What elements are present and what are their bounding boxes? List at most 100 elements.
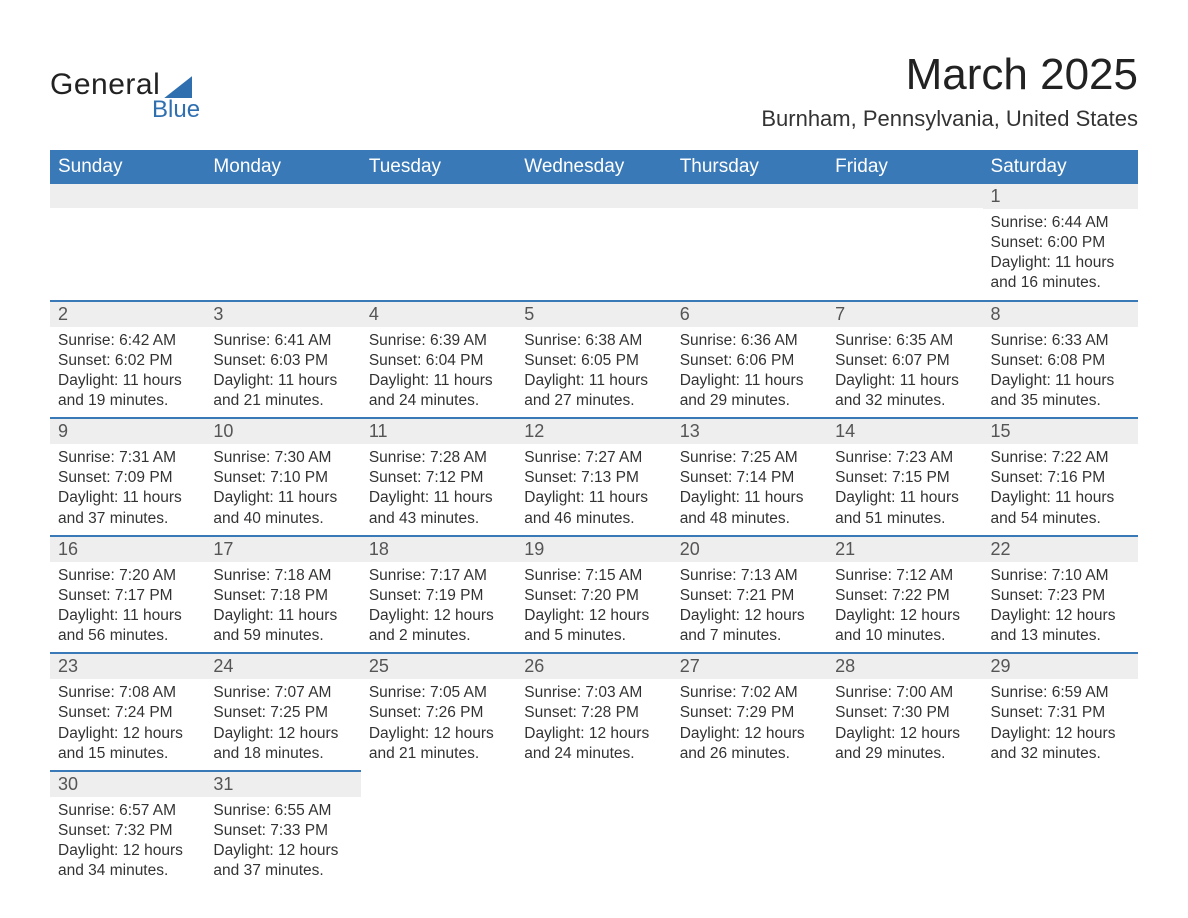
sunrise-text: Sunrise: 7:17 AM xyxy=(369,566,508,586)
day-number: 12 xyxy=(516,417,671,444)
daylight-text: Daylight: 11 hours and 29 minutes. xyxy=(680,371,819,411)
day-cell xyxy=(516,184,671,300)
logo-sail-icon xyxy=(164,76,192,98)
day-cell: 9Sunrise: 7:31 AMSunset: 7:09 PMDaylight… xyxy=(50,417,205,535)
day-cell: 30Sunrise: 6:57 AMSunset: 7:32 PMDayligh… xyxy=(50,770,205,888)
sunset-text: Sunset: 7:15 PM xyxy=(835,468,974,488)
day-cell: .... xyxy=(516,770,671,888)
day-cell: 2Sunrise: 6:42 AMSunset: 6:02 PMDaylight… xyxy=(50,300,205,418)
day-cell: 15Sunrise: 7:22 AMSunset: 7:16 PMDayligh… xyxy=(983,417,1138,535)
day-number: 27 xyxy=(672,652,827,679)
day-number: 2 xyxy=(50,300,205,327)
sunset-text: Sunset: 6:04 PM xyxy=(369,351,508,371)
day-cell: 19Sunrise: 7:15 AMSunset: 7:20 PMDayligh… xyxy=(516,535,671,653)
sunset-text: Sunset: 6:07 PM xyxy=(835,351,974,371)
daylight-text: Daylight: 11 hours and 35 minutes. xyxy=(991,371,1130,411)
day-number: 9 xyxy=(50,417,205,444)
logo: General Blue xyxy=(50,68,200,124)
sunset-text: Sunset: 7:25 PM xyxy=(213,703,352,723)
day-number: 18 xyxy=(361,535,516,562)
day-cell xyxy=(827,184,982,300)
sunset-text: Sunset: 7:26 PM xyxy=(369,703,508,723)
day-number: 19 xyxy=(516,535,671,562)
day-cell: 29Sunrise: 6:59 AMSunset: 7:31 PMDayligh… xyxy=(983,652,1138,770)
day-cell: 22Sunrise: 7:10 AMSunset: 7:23 PMDayligh… xyxy=(983,535,1138,653)
day-details: Sunrise: 7:05 AMSunset: 7:26 PMDaylight:… xyxy=(361,679,516,770)
day-number: 30 xyxy=(50,770,205,797)
sunset-text: Sunset: 6:02 PM xyxy=(58,351,197,371)
day-number xyxy=(205,184,360,208)
sunrise-text: Sunrise: 6:41 AM xyxy=(213,331,352,351)
day-number: 21 xyxy=(827,535,982,562)
day-number: 10 xyxy=(205,417,360,444)
day-header: Sunday xyxy=(50,150,205,184)
day-details: Sunrise: 7:12 AMSunset: 7:22 PMDaylight:… xyxy=(827,562,982,653)
sunrise-text: Sunrise: 7:08 AM xyxy=(58,683,197,703)
sunset-text: Sunset: 7:29 PM xyxy=(680,703,819,723)
day-number: 29 xyxy=(983,652,1138,679)
sunset-text: Sunset: 7:21 PM xyxy=(680,586,819,606)
day-number: 3 xyxy=(205,300,360,327)
day-details: Sunrise: 6:59 AMSunset: 7:31 PMDaylight:… xyxy=(983,679,1138,770)
day-details: Sunrise: 7:31 AMSunset: 7:09 PMDaylight:… xyxy=(50,444,205,535)
calendar-week: 16Sunrise: 7:20 AMSunset: 7:17 PMDayligh… xyxy=(50,535,1138,653)
daylight-text: Daylight: 11 hours and 21 minutes. xyxy=(213,371,352,411)
sunset-text: Sunset: 7:13 PM xyxy=(524,468,663,488)
day-number: 13 xyxy=(672,417,827,444)
day-cell xyxy=(361,184,516,300)
sunrise-text: Sunrise: 7:31 AM xyxy=(58,448,197,468)
daylight-text: Daylight: 12 hours and 13 minutes. xyxy=(991,606,1130,646)
day-details: Sunrise: 6:33 AMSunset: 6:08 PMDaylight:… xyxy=(983,327,1138,418)
day-cell: .... xyxy=(983,770,1138,888)
calendar-week: 9Sunrise: 7:31 AMSunset: 7:09 PMDaylight… xyxy=(50,417,1138,535)
sunset-text: Sunset: 7:19 PM xyxy=(369,586,508,606)
calendar: Sunday Monday Tuesday Wednesday Thursday… xyxy=(50,150,1138,887)
day-number: 7 xyxy=(827,300,982,327)
day-number: 17 xyxy=(205,535,360,562)
sunset-text: Sunset: 7:10 PM xyxy=(213,468,352,488)
daylight-text: Daylight: 11 hours and 56 minutes. xyxy=(58,606,197,646)
day-details: Sunrise: 6:55 AMSunset: 7:33 PMDaylight:… xyxy=(205,797,360,888)
day-number: 16 xyxy=(50,535,205,562)
header: General Blue March 2025 Burnham, Pennsyl… xyxy=(50,50,1138,132)
day-details: Sunrise: 7:08 AMSunset: 7:24 PMDaylight:… xyxy=(50,679,205,770)
day-cell: 10Sunrise: 7:30 AMSunset: 7:10 PMDayligh… xyxy=(205,417,360,535)
daylight-text: Daylight: 12 hours and 24 minutes. xyxy=(524,724,663,764)
day-details: Sunrise: 7:28 AMSunset: 7:12 PMDaylight:… xyxy=(361,444,516,535)
day-details: Sunrise: 7:17 AMSunset: 7:19 PMDaylight:… xyxy=(361,562,516,653)
sunset-text: Sunset: 7:33 PM xyxy=(213,821,352,841)
sunrise-text: Sunrise: 7:02 AM xyxy=(680,683,819,703)
daylight-text: Daylight: 11 hours and 59 minutes. xyxy=(213,606,352,646)
day-details: Sunrise: 7:02 AMSunset: 7:29 PMDaylight:… xyxy=(672,679,827,770)
day-cell: 14Sunrise: 7:23 AMSunset: 7:15 PMDayligh… xyxy=(827,417,982,535)
sunset-text: Sunset: 7:30 PM xyxy=(835,703,974,723)
day-details: Sunrise: 6:38 AMSunset: 6:05 PMDaylight:… xyxy=(516,327,671,418)
sunrise-text: Sunrise: 7:20 AM xyxy=(58,566,197,586)
day-cell: 1Sunrise: 6:44 AMSunset: 6:00 PMDaylight… xyxy=(983,184,1138,300)
sunrise-text: Sunrise: 6:38 AM xyxy=(524,331,663,351)
day-details: Sunrise: 6:35 AMSunset: 6:07 PMDaylight:… xyxy=(827,327,982,418)
day-details: Sunrise: 7:18 AMSunset: 7:18 PMDaylight:… xyxy=(205,562,360,653)
day-cell: 6Sunrise: 6:36 AMSunset: 6:06 PMDaylight… xyxy=(672,300,827,418)
location: Burnham, Pennsylvania, United States xyxy=(761,106,1138,132)
day-cell: 24Sunrise: 7:07 AMSunset: 7:25 PMDayligh… xyxy=(205,652,360,770)
day-number xyxy=(361,184,516,208)
daylight-text: Daylight: 12 hours and 29 minutes. xyxy=(835,724,974,764)
sunrise-text: Sunrise: 7:30 AM xyxy=(213,448,352,468)
day-details: Sunrise: 6:41 AMSunset: 6:03 PMDaylight:… xyxy=(205,327,360,418)
daylight-text: Daylight: 12 hours and 26 minutes. xyxy=(680,724,819,764)
day-cell: 20Sunrise: 7:13 AMSunset: 7:21 PMDayligh… xyxy=(672,535,827,653)
sunset-text: Sunset: 7:20 PM xyxy=(524,586,663,606)
day-cell: 12Sunrise: 7:27 AMSunset: 7:13 PMDayligh… xyxy=(516,417,671,535)
sunset-text: Sunset: 7:28 PM xyxy=(524,703,663,723)
day-number: 31 xyxy=(205,770,360,797)
daylight-text: Daylight: 12 hours and 2 minutes. xyxy=(369,606,508,646)
day-cell: 17Sunrise: 7:18 AMSunset: 7:18 PMDayligh… xyxy=(205,535,360,653)
sunrise-text: Sunrise: 6:55 AM xyxy=(213,801,352,821)
day-details: Sunrise: 6:42 AMSunset: 6:02 PMDaylight:… xyxy=(50,327,205,418)
day-number: 26 xyxy=(516,652,671,679)
day-number: 28 xyxy=(827,652,982,679)
day-number xyxy=(50,184,205,208)
day-number: 4 xyxy=(361,300,516,327)
sunrise-text: Sunrise: 6:36 AM xyxy=(680,331,819,351)
